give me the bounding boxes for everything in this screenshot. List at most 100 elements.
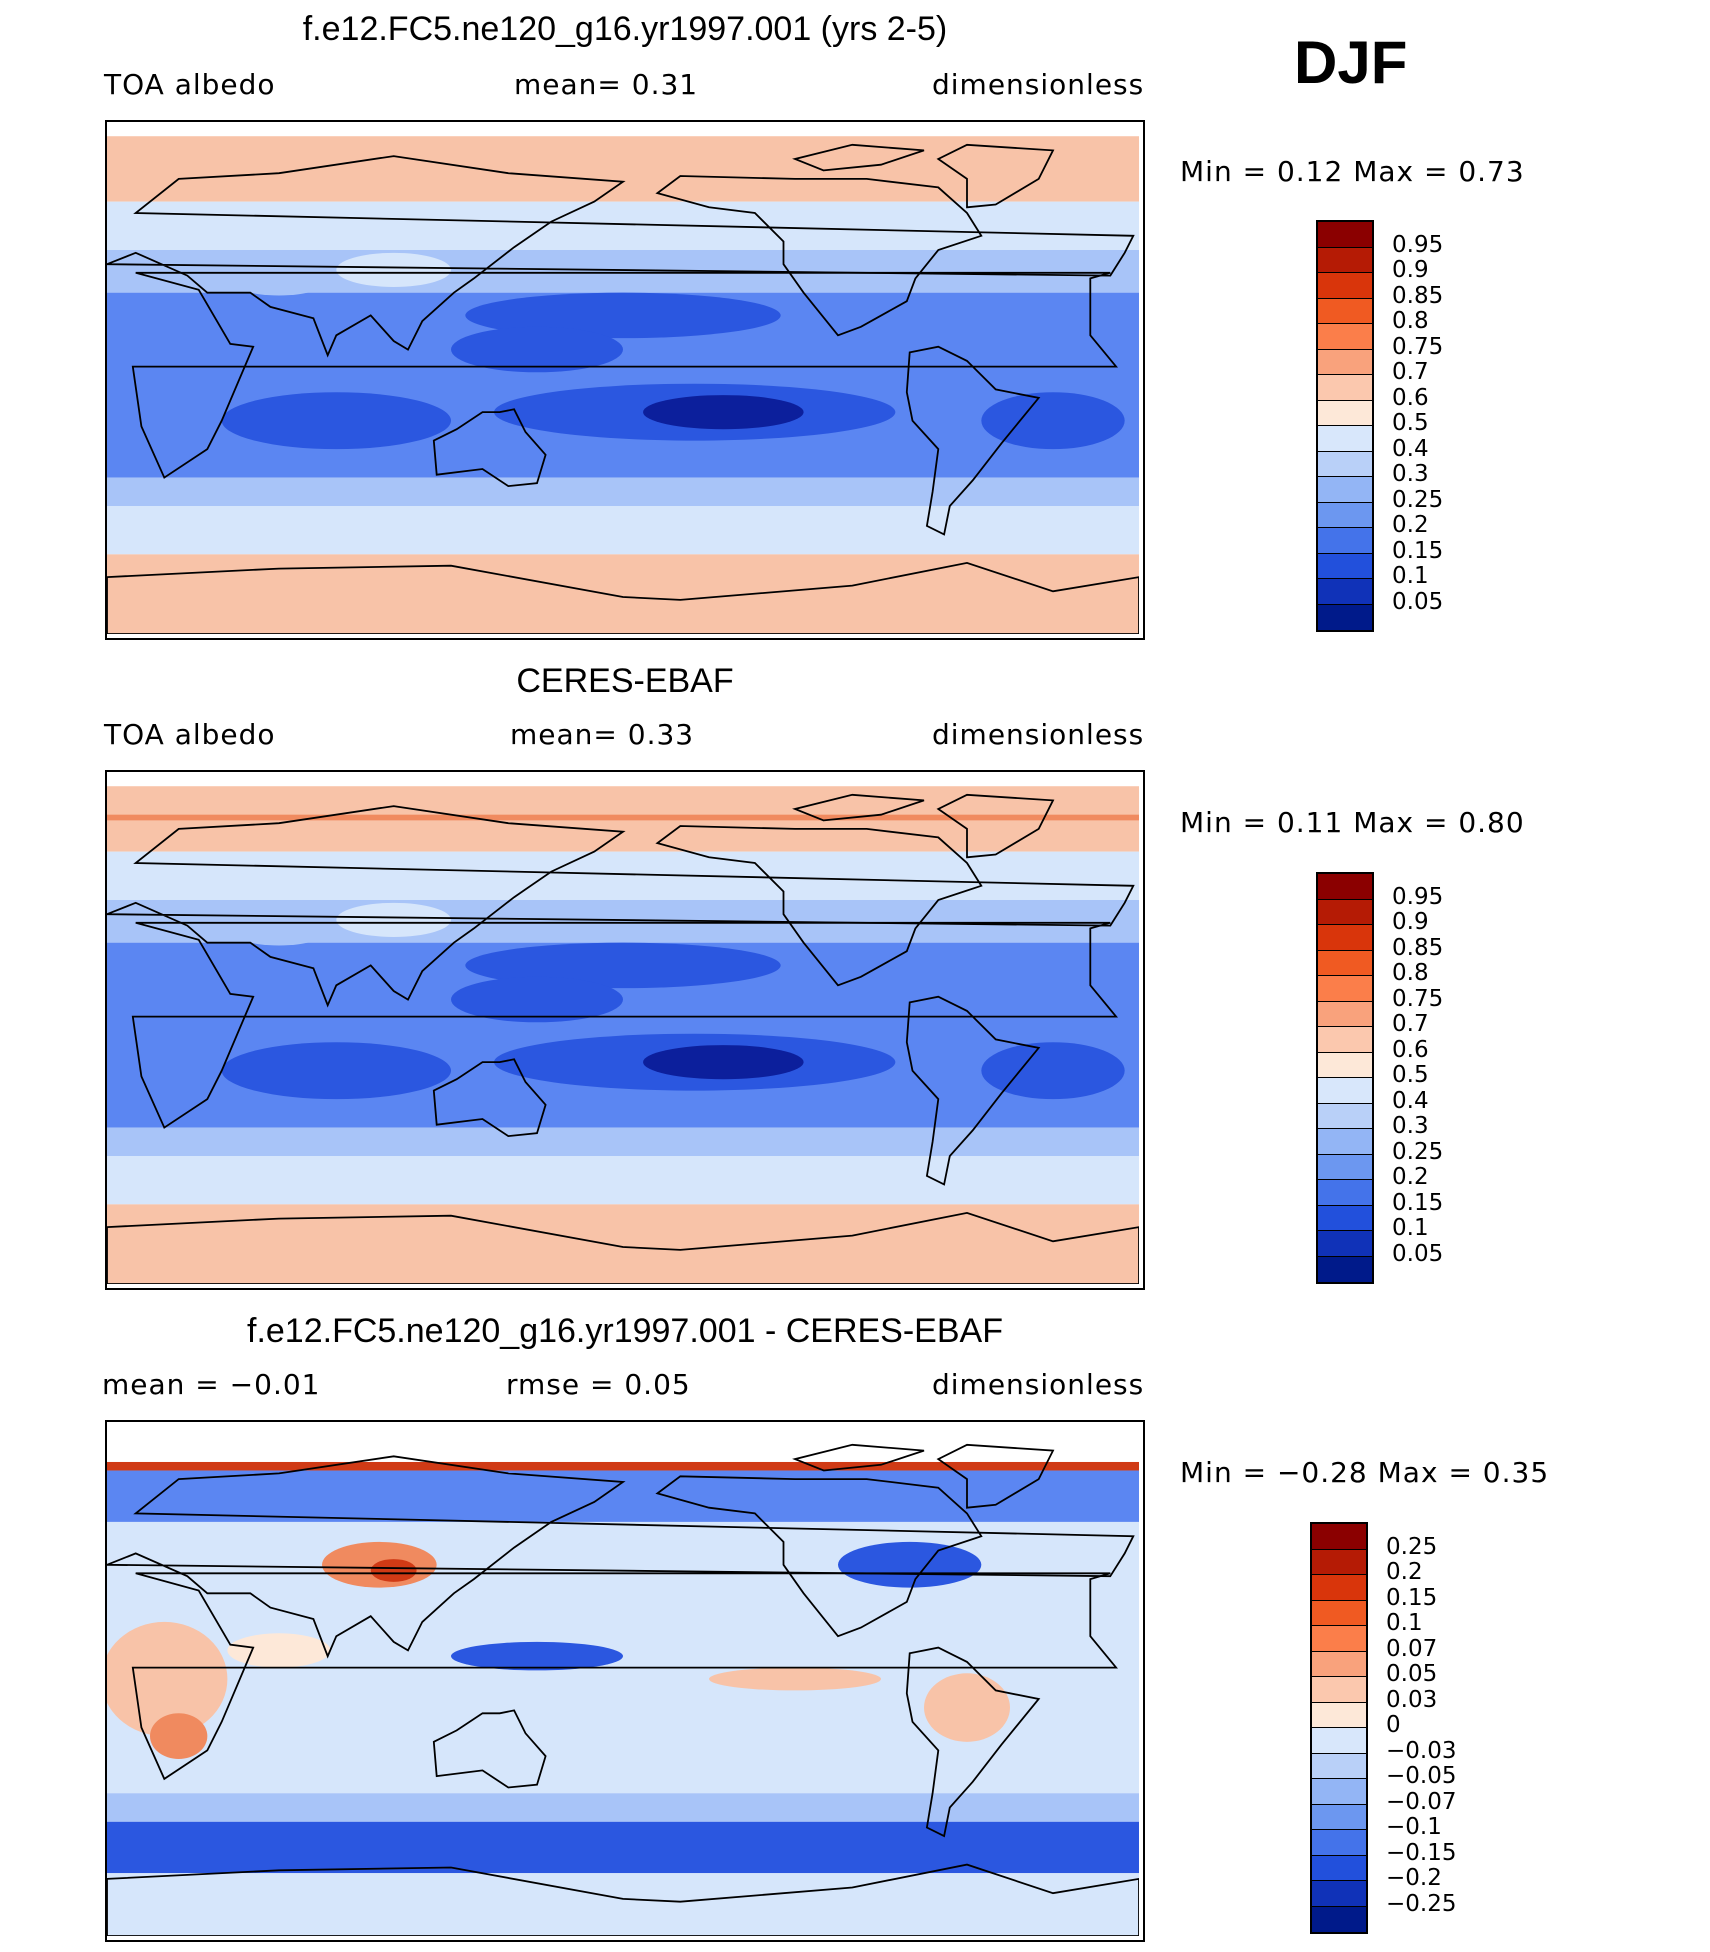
antarctic-diff-band xyxy=(107,1873,1139,1936)
field-blob xyxy=(924,1673,1010,1742)
north-midlat-band xyxy=(107,851,1139,900)
colorbar-segment xyxy=(1312,1651,1366,1677)
colorbar-segment xyxy=(1318,375,1372,401)
missing-polar-band xyxy=(107,122,1139,137)
colorbar-segment xyxy=(1318,579,1372,605)
colorbar-segment xyxy=(1318,451,1372,477)
coastline-eurasia xyxy=(107,155,1135,358)
colorbar-tick-label: 0.8 xyxy=(1392,308,1429,334)
colorbar-tick-label: −0.07 xyxy=(1386,1788,1457,1815)
field-blob xyxy=(451,1641,623,1671)
field-blob xyxy=(981,392,1125,450)
panel-1-title: f.e12.FC5.ne120_g16.yr1997.001 (yrs 2-5) xyxy=(302,10,948,48)
colorbar-segment xyxy=(1318,247,1372,273)
colorbar-segment xyxy=(1312,1804,1366,1830)
field-blob xyxy=(465,292,781,339)
colorbar-tick-label: 0.2 xyxy=(1386,1559,1423,1585)
colorbar-segment xyxy=(1318,553,1372,579)
colorbar-segment xyxy=(1312,1575,1366,1601)
colorbar-segment xyxy=(1318,1001,1372,1027)
coastline-australia xyxy=(432,408,547,488)
colorbar-segment xyxy=(1318,400,1372,426)
colorbar-tick-label: 0.6 xyxy=(1392,384,1429,411)
field-blob xyxy=(709,1667,881,1691)
coastline-namerica xyxy=(655,175,983,337)
colorbar-tick-label: 0.3 xyxy=(1392,1113,1429,1139)
southern-ocean-band xyxy=(107,1156,1139,1205)
colorbar-segment xyxy=(1318,349,1372,375)
colorbar-segment xyxy=(1318,925,1372,951)
coastline-antarctica xyxy=(107,1211,1139,1284)
colorbar-segment xyxy=(1312,1753,1366,1779)
map-svg xyxy=(107,772,1139,1284)
colorbar-tick-label: −0.2 xyxy=(1386,1865,1442,1891)
southern-midlat-band xyxy=(107,1127,1139,1156)
coastline-antarctica xyxy=(107,561,1139,634)
colorbar-segment xyxy=(1312,1906,1366,1932)
colorbar-tick-label: 0.75 xyxy=(1392,333,1444,360)
coastline-eurasia xyxy=(107,1455,1135,1659)
coastline-greenland xyxy=(936,793,1055,859)
colorbar-tick-label: 0.15 xyxy=(1392,537,1444,564)
panel-1-colorbar: 0.95 0.9 0.85 0.8 0.75 0.7 0.6 0.5 0.4 0.3 0.25 0.2… xyxy=(1316,220,1516,632)
colorbar-tick-label: 0.07 xyxy=(1386,1635,1438,1662)
colorbar-tick-label: 0.25 xyxy=(1392,1138,1444,1165)
colorbar-segment xyxy=(1318,502,1372,528)
panel-3-mean-label: mean = −0.01 xyxy=(102,1368,321,1401)
colorbar-tick-label: −0.05 xyxy=(1386,1763,1457,1789)
colorbar-tick-label: 0.05 xyxy=(1392,1240,1444,1267)
colorbar-box xyxy=(1316,220,1374,632)
colorbar-tick-label: 0.05 xyxy=(1386,1661,1438,1687)
colorbar-segment xyxy=(1312,1702,1366,1728)
field-blob xyxy=(451,976,623,1023)
colorbar-tick-label: 0.3 xyxy=(1392,461,1429,487)
southern-ocean-diff-band xyxy=(107,1821,1139,1874)
colorbar-tick-label: 0.7 xyxy=(1392,359,1429,385)
colorbar-segment xyxy=(1318,1231,1372,1257)
panel-3-colorbar: 0.25 0.2 0.15 0.1 0.07 0.05 0.03 0 −0.03 −0.05 −0.… xyxy=(1310,1522,1510,1934)
field-blob xyxy=(465,942,781,989)
panel-2-mean-label: mean= 0.33 xyxy=(510,718,695,751)
field-blob xyxy=(107,1621,228,1737)
colorbar-segment xyxy=(1312,1881,1366,1907)
colorbar-tick-label: 0.95 xyxy=(1392,883,1444,910)
colorbar-tick-label: 0.4 xyxy=(1392,1087,1429,1114)
colorbar-tick-label: −0.15 xyxy=(1386,1839,1457,1866)
coastline-northamerica_arctic xyxy=(792,1443,925,1472)
colorbar-segment xyxy=(1318,273,1372,299)
field-blob xyxy=(221,392,451,450)
antarctic-band xyxy=(107,1204,1139,1284)
panel-1-units-label: dimensionless xyxy=(932,68,1145,101)
edge-artifact-band xyxy=(107,814,1139,821)
field-blob xyxy=(150,1713,208,1759)
colorbar-box xyxy=(1310,1522,1368,1934)
colorbar-segment xyxy=(1312,1855,1366,1881)
coastline-australia xyxy=(432,1058,547,1138)
colorbar-tick-label: 0.6 xyxy=(1392,1036,1429,1063)
colorbar-segment xyxy=(1312,1830,1366,1856)
missing-polar-band xyxy=(107,772,1139,787)
colorbar-segment xyxy=(1318,604,1372,630)
colorbar-segment xyxy=(1312,1549,1366,1575)
colorbar-box xyxy=(1316,872,1374,1284)
coastline-australia xyxy=(432,1709,547,1789)
colorbar-tick-label: 0.9 xyxy=(1392,257,1429,283)
colorbar-segment xyxy=(1312,1524,1366,1550)
colorbar-segment xyxy=(1318,477,1372,503)
panel-2-title: CERES-EBAF xyxy=(516,662,734,700)
southern-diff-band xyxy=(107,1793,1139,1822)
colorbar-tick-label: 0.1 xyxy=(1392,1215,1429,1241)
colorbar-segment xyxy=(1318,1103,1372,1129)
colorbar-segment xyxy=(1318,1256,1372,1282)
field-blob xyxy=(370,1559,417,1582)
colorbar-segment xyxy=(1318,899,1372,925)
colorbar-tick-label: 0.5 xyxy=(1392,1062,1429,1088)
colorbar-tick-label: −0.1 xyxy=(1386,1814,1442,1840)
coastline-greenland xyxy=(936,143,1055,209)
panel-3-minmax: Min = −0.28 Max = 0.35 xyxy=(1180,1456,1550,1489)
colorbar-segment xyxy=(1318,426,1372,452)
colorbar-tick-label: 0.25 xyxy=(1392,486,1444,513)
colorbar-tick-label: 0.4 xyxy=(1392,435,1429,462)
colorbar-segment xyxy=(1318,1027,1372,1053)
colorbar-tick-label: 0.95 xyxy=(1392,231,1444,258)
